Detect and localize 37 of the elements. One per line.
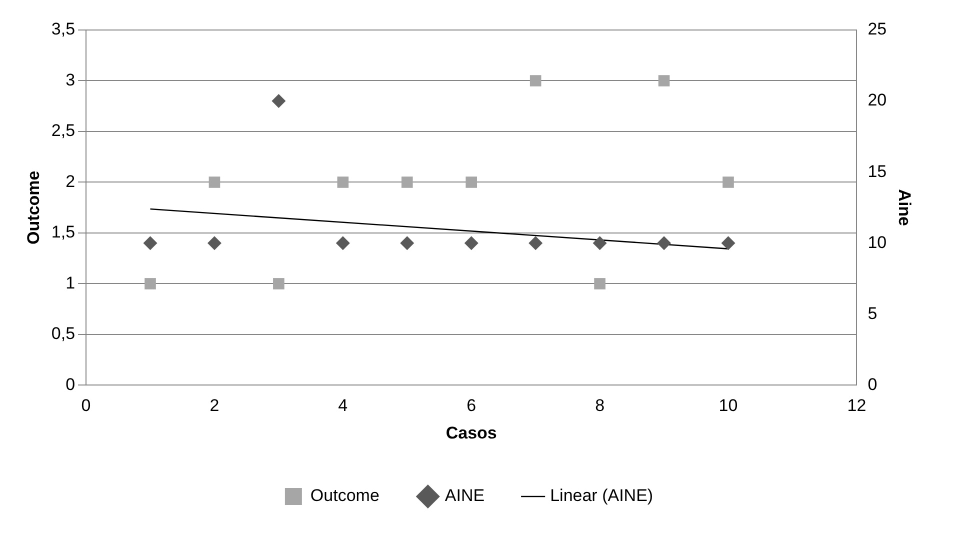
point bbox=[337, 176, 349, 188]
point bbox=[208, 176, 220, 188]
point bbox=[658, 75, 670, 86]
y-tick-label: 0,5 bbox=[51, 324, 76, 344]
y-axis-title: Outcome bbox=[24, 170, 43, 244]
x-tick-label: 12 bbox=[847, 396, 866, 416]
legend-label: AINE bbox=[444, 486, 485, 506]
y-tick-label: 2 bbox=[66, 172, 76, 191]
y2-tick-label: 20 bbox=[868, 90, 887, 110]
x-tick-label: 0 bbox=[81, 396, 91, 416]
x-tick-label: 4 bbox=[338, 396, 348, 416]
x-tick-label: 2 bbox=[210, 396, 220, 416]
y-tick-label: 0 bbox=[66, 374, 76, 394]
point bbox=[273, 278, 284, 290]
legend-label: Linear (AINE) bbox=[550, 486, 654, 506]
y-tick-label: 1 bbox=[66, 273, 76, 292]
y-tick-label: 2,5 bbox=[51, 121, 76, 140]
y2-axis-title: Aine bbox=[895, 189, 914, 226]
y2-tick-label: 0 bbox=[868, 374, 878, 394]
y-tick-label: 3,5 bbox=[51, 20, 76, 39]
x-tick-label: 6 bbox=[466, 396, 476, 416]
y-tick-label: 1,5 bbox=[51, 222, 76, 242]
x-tick-label: 8 bbox=[595, 396, 605, 416]
point bbox=[144, 278, 156, 290]
y2-tick-label: 10 bbox=[868, 232, 887, 252]
x-axis-title: Casos bbox=[446, 423, 497, 442]
y-tick-label: 3 bbox=[66, 70, 76, 90]
y2-tick-label: 25 bbox=[868, 20, 887, 39]
point bbox=[530, 75, 542, 86]
y2-tick-label: 15 bbox=[868, 162, 887, 181]
point bbox=[722, 176, 734, 188]
point bbox=[466, 176, 478, 188]
legend-label: Outcome bbox=[310, 486, 380, 506]
y2-tick-label: 5 bbox=[868, 304, 878, 323]
point bbox=[594, 278, 606, 290]
x-tick-label: 10 bbox=[718, 396, 738, 416]
point bbox=[401, 176, 413, 188]
